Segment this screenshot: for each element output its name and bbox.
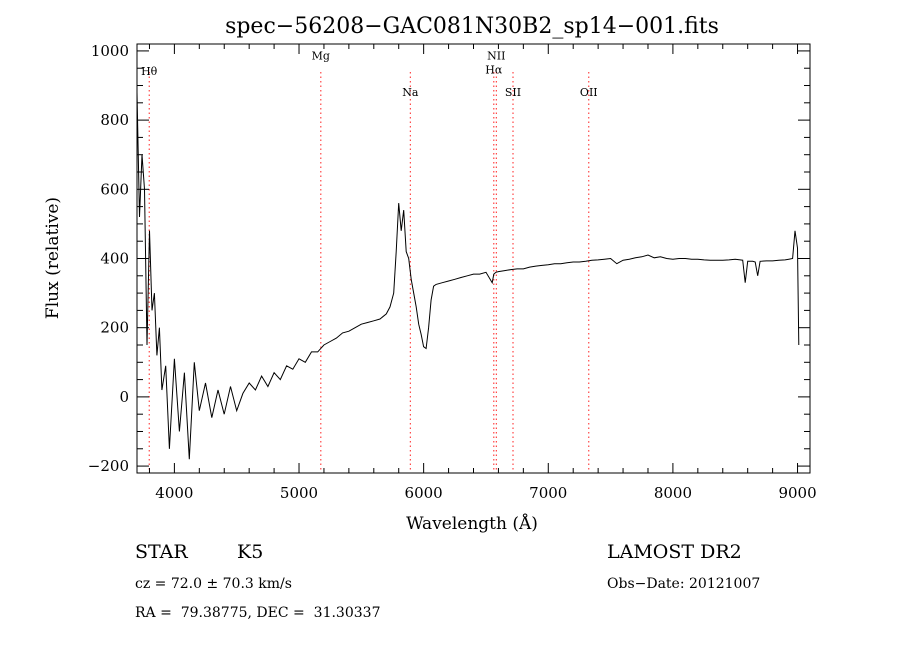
spectrum-line bbox=[136, 92, 800, 460]
chart-title: spec−56208−GAC081N30B2_sp14−001.fits bbox=[225, 14, 719, 39]
y-tick-label: 0 bbox=[119, 388, 129, 406]
y-tick-label: 200 bbox=[100, 319, 129, 337]
x-tick-label: 9000 bbox=[778, 484, 816, 502]
x-tick-label: 7000 bbox=[529, 484, 567, 502]
y-tick-label: 600 bbox=[100, 180, 129, 198]
x-tick-label: 8000 bbox=[654, 484, 692, 502]
y-tick-labels: −200 0 200 400 600 800 1000 bbox=[88, 42, 129, 475]
ra-dec-coordinates: RA = 79.38775, DEC = 31.30337 bbox=[135, 605, 381, 621]
line-label-hθ: Hθ bbox=[141, 65, 158, 78]
x-tick-label: 6000 bbox=[405, 484, 443, 502]
x-tick-label: 5000 bbox=[280, 484, 318, 502]
object-subclass: K5 bbox=[237, 541, 264, 563]
line-label-nii: NII bbox=[487, 50, 505, 63]
y-tick-label: 800 bbox=[100, 111, 129, 129]
line-label-na: Na bbox=[402, 86, 419, 99]
y-tick-label: −200 bbox=[88, 457, 129, 475]
obs-date: Obs−Date: 20121007 bbox=[607, 576, 761, 592]
line-label-hα: Hα bbox=[485, 63, 503, 76]
survey-name: LAMOST DR2 bbox=[607, 541, 742, 563]
y-tick-label: 1000 bbox=[91, 42, 129, 60]
redshift-cz: cz = 72.0 ± 70.3 km/s bbox=[135, 576, 292, 592]
x-axis-label: Wavelength (Å) bbox=[406, 513, 538, 534]
line-label-mg: Mg bbox=[312, 50, 330, 63]
line-label-oii: OII bbox=[580, 86, 598, 99]
y-tick-label: 400 bbox=[100, 250, 129, 268]
x-tick-label: 4000 bbox=[155, 484, 193, 502]
y-axis-label: Flux (relative) bbox=[43, 197, 63, 319]
object-class: STAR bbox=[135, 541, 188, 563]
line-label-sii: SII bbox=[505, 86, 521, 99]
x-tick-labels: 4000 5000 6000 7000 8000 9000 bbox=[155, 484, 816, 502]
axis-ticks bbox=[137, 44, 810, 473]
